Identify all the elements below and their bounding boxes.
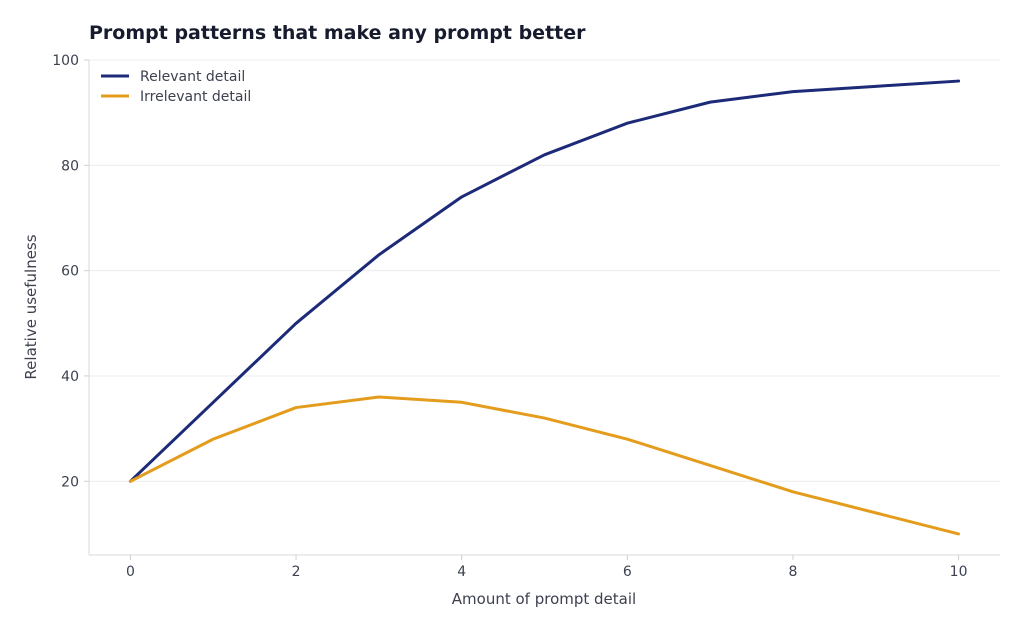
chart-title: Prompt patterns that make any prompt bet… — [89, 22, 586, 44]
y-tick-label: 80 — [61, 158, 79, 174]
y-tick-label: 100 — [52, 53, 79, 69]
series-line-1 — [128, 395, 961, 536]
legend: Relevant detail Irrelevant detail — [101, 69, 251, 105]
x-axis-label: Amount of prompt detail — [452, 590, 636, 608]
y-tick-label: 60 — [61, 264, 79, 280]
legend-label-0: Relevant detail — [140, 69, 245, 85]
x-tick-label: 6 — [623, 564, 632, 580]
x-tick-label: 8 — [788, 564, 797, 580]
legend-label-1: Irrelevant detail — [140, 89, 251, 105]
y-axis-ticks: 20 40 60 80 100 — [52, 53, 89, 490]
x-tick-label: 2 — [292, 564, 301, 580]
y-tick-label: 20 — [61, 474, 79, 490]
x-axis-ticks: 0 2 4 6 8 10 — [126, 555, 968, 580]
x-tick-label: 10 — [950, 564, 968, 580]
series-line-0 — [128, 79, 961, 483]
series-lines — [128, 79, 961, 536]
x-tick-label: 4 — [457, 564, 466, 580]
x-tick-label: 0 — [126, 564, 135, 580]
y-tick-label: 40 — [61, 369, 79, 385]
y-axis-label: Relative usefulness — [22, 234, 40, 379]
